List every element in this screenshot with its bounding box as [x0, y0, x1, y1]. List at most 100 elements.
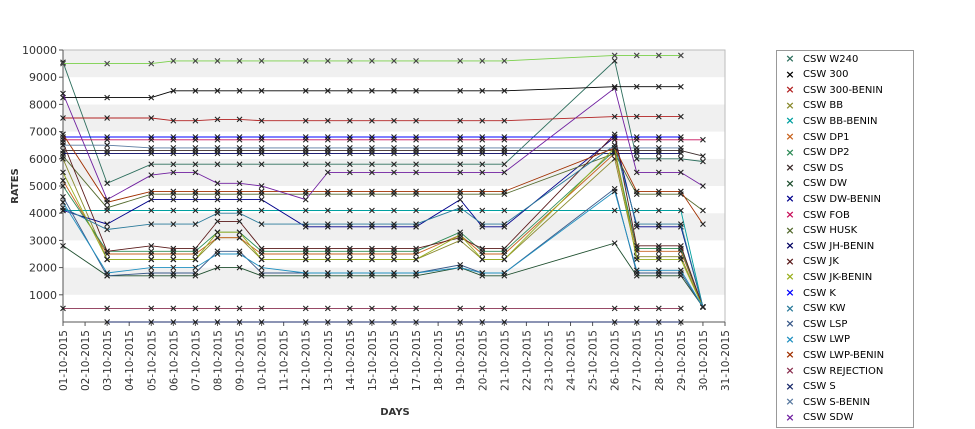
data-point: [413, 134, 419, 140]
legend-label: CSW LWP-BENIN: [803, 349, 885, 361]
data-point: [369, 207, 375, 214]
data-point: [501, 57, 508, 64]
data-point: [192, 196, 199, 203]
data-point: [346, 161, 353, 168]
series-0: [60, 57, 706, 187]
data-point: [369, 145, 375, 151]
data-point: [346, 87, 353, 94]
data-point: [457, 305, 464, 312]
legend-label: CSW SDW: [803, 412, 854, 424]
series-line: [62, 144, 704, 308]
data-point: [148, 319, 155, 325]
data-point: [369, 57, 375, 64]
data-point: [391, 207, 397, 214]
x-tick-label: 26-10-2015: [610, 330, 622, 391]
legend-marker-icon: ×: [785, 301, 795, 315]
data-point: [324, 161, 331, 168]
data-point: [677, 242, 684, 249]
legend-label: CSW S: [803, 381, 836, 393]
data-point: [611, 240, 618, 247]
legend-label: CSW S-BENIN: [803, 396, 871, 408]
data-point: [214, 87, 221, 94]
data-point: [60, 193, 66, 200]
x-tick-label: 03-10-2015: [102, 330, 114, 391]
data-point: [700, 304, 706, 310]
data-point: [677, 169, 684, 176]
data-point: [236, 319, 243, 325]
data-point: [677, 305, 684, 312]
series-20: [60, 305, 684, 312]
data-point: [324, 221, 331, 227]
data-point: [170, 117, 177, 124]
series-line: [63, 210, 704, 308]
series-13: [60, 131, 706, 310]
data-point: [324, 245, 331, 252]
data-point: [104, 142, 111, 149]
legend-item: × CSW SDW: [783, 411, 853, 425]
data-point: [170, 57, 177, 64]
data-point: [655, 169, 662, 176]
legend-item: × CSW BB: [783, 99, 843, 113]
x-tick-label: 19-10-2015: [455, 330, 467, 391]
legend-item: × CSW 300: [783, 68, 848, 82]
data-point: [192, 134, 199, 140]
data-point: [258, 188, 265, 195]
data-point: [324, 150, 331, 157]
data-point: [236, 264, 243, 271]
data-point: [479, 245, 486, 252]
series-15: [60, 134, 684, 140]
data-point: [391, 305, 397, 312]
data-point: [700, 158, 706, 165]
data-point: [258, 57, 265, 64]
data-point: [214, 116, 221, 123]
y-tick-label: 7000: [29, 126, 57, 139]
data-point: [457, 264, 464, 271]
data-point: [611, 83, 618, 90]
x-tick-label: 16-10-2015: [389, 330, 401, 391]
series-layer: [60, 52, 706, 325]
data-point: [148, 172, 155, 179]
data-point: [148, 145, 155, 151]
x-tick-label: 28-10-2015: [654, 330, 666, 391]
legend-label: CSW JH-BENIN: [803, 240, 875, 252]
data-point: [148, 115, 155, 121]
data-point: [192, 264, 199, 271]
series-line: [62, 134, 704, 225]
data-point: [391, 161, 397, 168]
data-point: [633, 145, 640, 151]
data-point: [413, 221, 419, 227]
data-point: [611, 319, 618, 325]
data-point: [324, 188, 331, 195]
data-point: [655, 319, 662, 325]
data-point: [258, 319, 265, 325]
data-point: [302, 221, 309, 227]
data-point: [148, 270, 155, 276]
series-line: [62, 60, 703, 184]
data-point: [369, 221, 375, 227]
data-point: [324, 87, 331, 94]
data-point: [258, 161, 265, 168]
data-point: [369, 256, 375, 263]
data-point: [104, 248, 111, 255]
legend-marker-icon: ×: [785, 161, 795, 175]
data-point: [324, 134, 331, 140]
data-point: [236, 210, 243, 217]
data-point: [611, 145, 618, 151]
data-point: [413, 305, 419, 312]
data-point: [302, 305, 309, 312]
data-point: [236, 218, 243, 225]
legend-item: × CSW DS: [783, 161, 843, 175]
x-tick-label: 06-10-2015: [168, 330, 180, 391]
data-point: [258, 221, 265, 227]
series-line: [62, 146, 704, 308]
data-point: [633, 113, 640, 120]
data-point: [324, 145, 331, 151]
data-point: [501, 319, 508, 325]
data-point: [302, 134, 309, 140]
data-point: [236, 234, 243, 241]
x-tick-label: 22-10-2015: [521, 330, 533, 391]
x-tick-label: 23-10-2015: [543, 330, 555, 391]
data-point: [104, 221, 111, 227]
data-point: [655, 305, 662, 312]
